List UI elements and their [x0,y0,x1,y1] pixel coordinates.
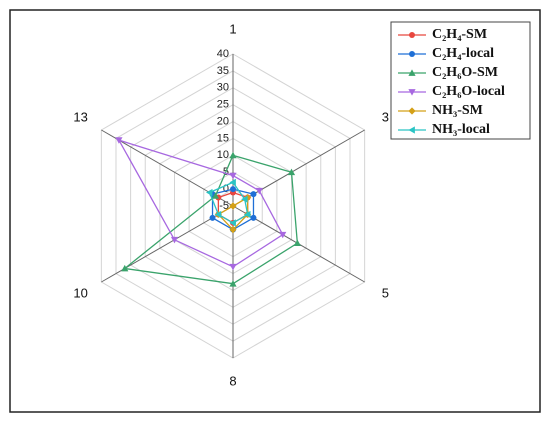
y-tick-label: 0 [223,183,229,195]
marker [115,137,123,144]
y-tick-label: 40 [217,48,229,60]
marker [121,264,129,272]
plot [115,137,301,287]
y-tick-label: 15 [217,132,229,144]
y-tick-label: 20 [217,115,229,127]
category-label: 5 [382,285,389,300]
marker [229,178,236,186]
marker [229,151,237,159]
category-label: 8 [229,373,236,388]
marker [408,107,416,115]
marker [229,202,237,210]
marker [409,32,415,38]
marker [229,219,236,227]
legend-label: NH₃-SM [432,103,483,118]
y-tick-label: 25 [217,99,229,111]
marker [205,188,213,197]
legend-label: C₂H₄-SM [432,27,487,42]
y-tick-label: 30 [217,82,229,94]
marker [229,226,237,234]
marker [241,195,248,203]
marker [287,168,296,176]
category-label: 3 [382,109,389,124]
marker [408,126,415,134]
marker [229,280,237,287]
marker [211,192,220,199]
marker [244,210,251,219]
marker [209,214,216,221]
marker [293,239,301,247]
marker [409,51,415,57]
category-label: 10 [73,285,87,300]
y-tick-label: 35 [217,65,229,77]
legend-label: NH₃-local [432,122,490,137]
legend-box [390,21,531,140]
legend-label: C₂H₆O-local [432,84,505,99]
y-tick-label: -5 [219,200,229,212]
y-tick-label: 10 [217,149,229,161]
marker [408,69,416,76]
marker [214,210,222,219]
legend-label: C₂H₆O-SM [432,65,498,80]
marker [250,191,257,198]
marker [279,231,287,239]
marker [408,89,416,96]
marker [229,172,237,180]
marker [229,263,237,271]
category-label: 13 [73,109,87,124]
marker [230,186,236,193]
legend-label: C₂H₄-local [432,46,494,61]
legend: C₂H₄-SM C₂H₄-local C₂H₆O-SM C₂H₆O-local NH₃-… [398,27,505,137]
marker [250,214,257,221]
marker [255,187,263,195]
marker [170,236,179,244]
category-label: 1 [229,21,236,36]
